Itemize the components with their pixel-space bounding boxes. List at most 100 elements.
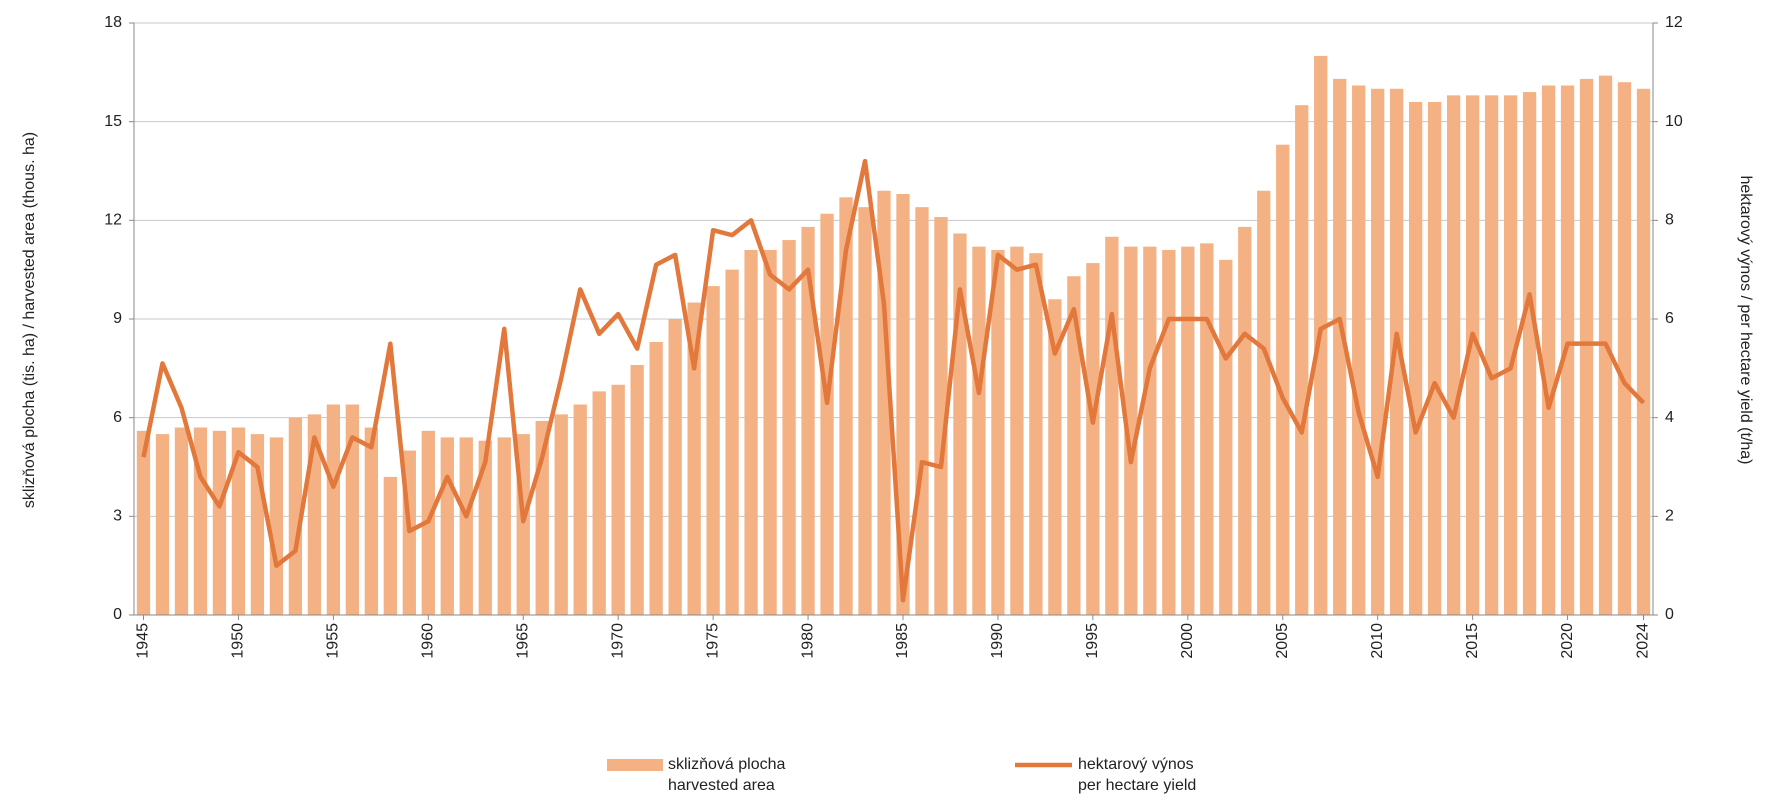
bar bbox=[630, 365, 644, 615]
bar bbox=[1409, 101, 1423, 615]
bar bbox=[1124, 246, 1138, 615]
bar bbox=[915, 207, 929, 615]
x-tick-label: 2020 bbox=[1559, 623, 1576, 659]
bar bbox=[136, 430, 151, 615]
bar bbox=[155, 434, 170, 615]
bar bbox=[383, 476, 397, 615]
y2-tick-label: 6 bbox=[1665, 310, 1674, 327]
bar bbox=[801, 226, 815, 615]
bar bbox=[1067, 276, 1081, 615]
bar bbox=[1257, 190, 1271, 615]
bar bbox=[1541, 85, 1556, 615]
bar bbox=[478, 440, 492, 615]
bar bbox=[345, 404, 360, 615]
y-tick-label: 9 bbox=[113, 310, 122, 327]
bar bbox=[231, 427, 246, 615]
bar bbox=[326, 404, 341, 615]
bar bbox=[649, 342, 663, 615]
bar bbox=[1636, 88, 1651, 616]
bar bbox=[877, 190, 891, 615]
x-tick-label: 1975 bbox=[704, 623, 721, 659]
bar bbox=[991, 249, 1005, 615]
x-tick-label: 1965 bbox=[514, 623, 531, 659]
bar bbox=[858, 207, 872, 615]
bar bbox=[725, 269, 739, 615]
bar bbox=[934, 217, 948, 616]
line bbox=[141, 158, 1646, 603]
bar bbox=[820, 213, 834, 615]
bar bbox=[1352, 85, 1366, 615]
bar bbox=[1200, 243, 1214, 615]
x-tick-label: 1950 bbox=[230, 623, 247, 659]
bar bbox=[1427, 101, 1442, 615]
bar bbox=[687, 302, 701, 615]
x-tick-label: 2015 bbox=[1464, 623, 1481, 659]
bar bbox=[1617, 82, 1632, 615]
bar bbox=[1143, 246, 1157, 615]
legend-swatch bbox=[607, 759, 663, 771]
bar bbox=[1048, 299, 1062, 615]
x-tick-label: 1985 bbox=[894, 623, 911, 659]
bar bbox=[1181, 246, 1195, 615]
y2-tick-label: 4 bbox=[1665, 409, 1674, 426]
x-tick-label: 2010 bbox=[1369, 623, 1386, 659]
x-tick-label: 2005 bbox=[1274, 623, 1291, 659]
bar bbox=[668, 319, 682, 615]
bar bbox=[1371, 88, 1385, 616]
bar bbox=[573, 404, 587, 615]
bar bbox=[1295, 105, 1309, 615]
x-tick-label: 1970 bbox=[609, 623, 626, 659]
x-tick-label: 1990 bbox=[989, 623, 1006, 659]
x-tick-label: 1955 bbox=[325, 623, 342, 659]
bar bbox=[1465, 95, 1480, 616]
x-tick-label: 2024 bbox=[1635, 623, 1652, 659]
bar bbox=[1333, 78, 1347, 615]
y-tick-label: 6 bbox=[113, 409, 122, 426]
bar bbox=[1238, 226, 1252, 615]
bar bbox=[1446, 95, 1461, 616]
y-axis-title: sklizňová plocha (tis. ha) / harvested a… bbox=[21, 132, 38, 508]
x-tick-label: 1960 bbox=[420, 623, 437, 659]
y-tick-label: 15 bbox=[104, 113, 122, 130]
bar bbox=[896, 194, 910, 615]
bar bbox=[497, 437, 511, 615]
bar bbox=[174, 427, 189, 615]
bar bbox=[1484, 95, 1499, 616]
x-tick-label: 1980 bbox=[799, 623, 816, 659]
bar bbox=[1105, 236, 1119, 615]
x-tick-label: 2000 bbox=[1179, 623, 1196, 659]
bar bbox=[554, 414, 568, 615]
bar bbox=[212, 430, 227, 615]
y-tick-label: 3 bbox=[113, 508, 122, 525]
y2-tick-label: 2 bbox=[1665, 508, 1674, 525]
y2-axis-title: hektarový výnos / per hectare yield (t/h… bbox=[1737, 175, 1754, 464]
y-tick-label: 0 bbox=[113, 606, 122, 623]
bar bbox=[1276, 144, 1290, 615]
bar bbox=[440, 437, 454, 615]
y-tick-label: 18 bbox=[104, 14, 122, 31]
y2-tick-label: 12 bbox=[1665, 14, 1683, 31]
x-tick-label: 1945 bbox=[135, 623, 152, 659]
y-tick-label: 12 bbox=[104, 212, 122, 229]
bar bbox=[459, 437, 473, 615]
x-tick-label: 1995 bbox=[1084, 623, 1101, 659]
bar bbox=[1010, 246, 1024, 615]
legend-label: hektarový výnos per hectare yield bbox=[1078, 756, 1197, 794]
bar bbox=[592, 391, 606, 615]
bar bbox=[269, 437, 284, 615]
bar bbox=[1522, 92, 1537, 616]
bar bbox=[288, 417, 303, 615]
bar bbox=[1503, 95, 1518, 616]
bar bbox=[744, 249, 758, 615]
legend-label: sklizňová plocha harvested area bbox=[668, 756, 786, 794]
bar bbox=[364, 427, 378, 615]
bar bbox=[1086, 263, 1100, 615]
bar bbox=[1162, 249, 1176, 615]
bar bbox=[706, 286, 720, 615]
bar bbox=[763, 249, 777, 615]
bar bbox=[972, 246, 986, 615]
bar bbox=[611, 384, 625, 615]
bar bbox=[1579, 78, 1594, 615]
